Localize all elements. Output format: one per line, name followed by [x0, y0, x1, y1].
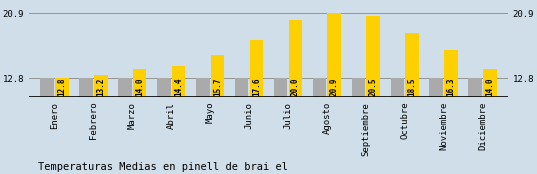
Bar — [405, 33, 419, 97]
Bar — [157, 78, 171, 97]
Text: 14.0: 14.0 — [135, 77, 144, 96]
Bar — [483, 69, 497, 97]
Bar — [274, 78, 287, 97]
Bar — [313, 78, 326, 97]
Bar — [430, 78, 443, 97]
Bar — [288, 21, 302, 97]
Bar — [390, 78, 404, 97]
Bar — [250, 40, 263, 97]
Text: Temperaturas Medias en pinell de brai el: Temperaturas Medias en pinell de brai el — [38, 162, 288, 172]
Text: 14.4: 14.4 — [174, 77, 183, 96]
Bar — [94, 75, 107, 97]
Bar — [172, 66, 185, 97]
Bar — [196, 78, 209, 97]
Bar — [79, 78, 93, 97]
Bar — [444, 50, 458, 97]
Text: 16.3: 16.3 — [447, 77, 455, 96]
Text: 18.5: 18.5 — [408, 77, 417, 96]
Bar — [468, 78, 482, 97]
Bar — [235, 78, 249, 97]
Text: 20.0: 20.0 — [291, 77, 300, 96]
Text: 14.0: 14.0 — [485, 77, 495, 96]
Text: 20.5: 20.5 — [369, 77, 378, 96]
Bar — [55, 78, 69, 97]
Text: 20.9: 20.9 — [330, 77, 339, 96]
Text: 12.8: 12.8 — [57, 77, 67, 96]
Bar — [366, 17, 380, 97]
Bar — [328, 13, 341, 97]
Bar — [352, 78, 365, 97]
Text: 15.7: 15.7 — [213, 77, 222, 96]
Text: 17.6: 17.6 — [252, 77, 261, 96]
Bar — [133, 69, 147, 97]
Bar — [211, 55, 224, 97]
Bar — [118, 78, 132, 97]
Bar — [40, 78, 54, 97]
Text: 13.2: 13.2 — [96, 77, 105, 96]
